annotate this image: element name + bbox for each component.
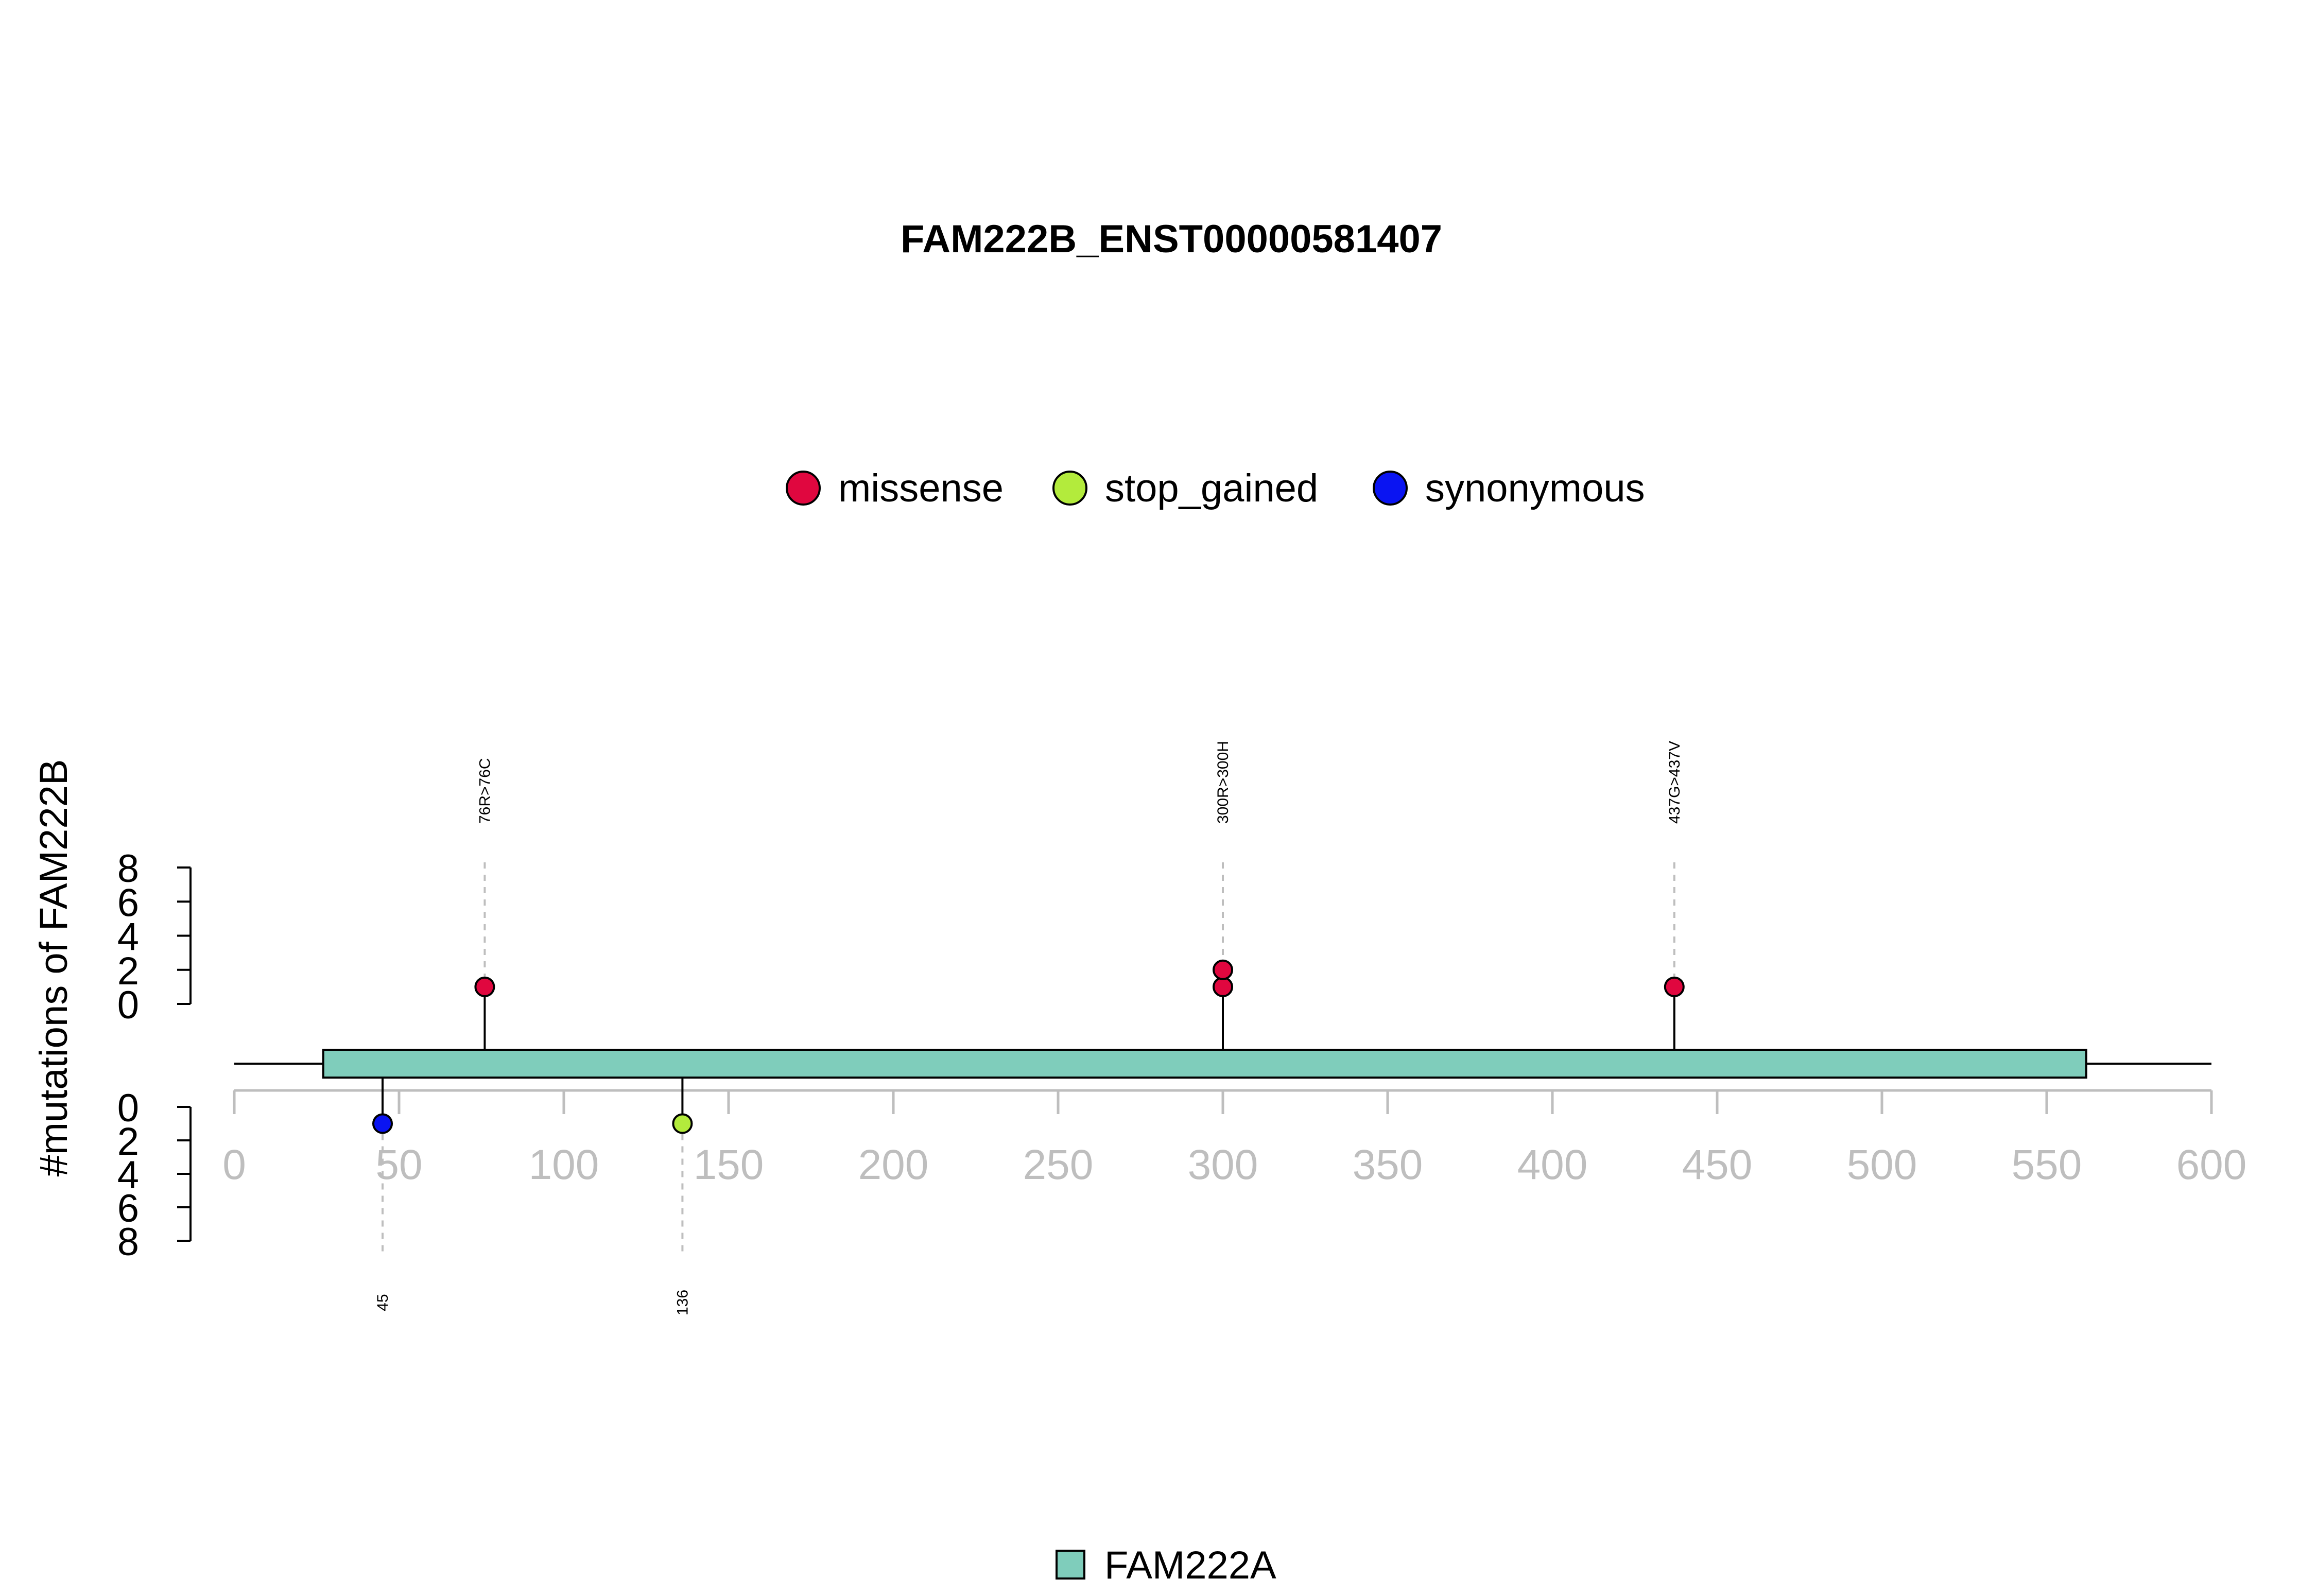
x-tick-label: 300	[1188, 1141, 1258, 1188]
lower-lollipops: 45 136	[374, 1064, 691, 1315]
lower-tick-label: 6	[117, 1187, 139, 1230]
mutation-marker-synonymous	[372, 1113, 393, 1134]
legend-label-missense: missense	[838, 466, 1004, 510]
x-tick-label: 200	[858, 1141, 929, 1188]
legend-label-synonymous: synonymous	[1425, 466, 1645, 510]
lower-tick-label: 2	[117, 1120, 139, 1164]
legend-swatch-FAM222A	[1056, 1550, 1085, 1580]
x-tick-label: 550	[2012, 1141, 2082, 1188]
x-tick-label: 350	[1353, 1141, 1423, 1188]
protein-position-axis: 0 50 100 150 200 250 300 350 400 450 500 550 600	[222, 1089, 2247, 1188]
x-tick-label: 450	[1682, 1141, 1753, 1188]
x-tick-label: 100	[529, 1141, 599, 1188]
mutation-label: 136	[674, 1290, 691, 1315]
domain-legend: FAM222A	[1056, 1543, 1276, 1587]
upper-tick-label: 8	[117, 847, 139, 891]
x-tick-label: 400	[1517, 1141, 1588, 1188]
mutation-marker-missense	[474, 976, 495, 997]
mutation-markers	[372, 959, 1685, 1134]
protein-backbone	[234, 1049, 2211, 1079]
x-tick-label: 500	[1847, 1141, 1917, 1188]
legend-label-FAM222A: FAM222A	[1104, 1543, 1276, 1587]
lower-tick-label: 0	[117, 1086, 139, 1130]
mutation-label: 300R>300H	[1215, 741, 1232, 824]
y-axis-label: #mutations of FAM222B	[32, 759, 76, 1176]
upper-tick-label: 0	[117, 983, 139, 1027]
legend-marker-missense	[786, 471, 821, 506]
legend-label-stop_gained: stop_gained	[1105, 466, 1318, 510]
mutation-marker-missense	[1664, 976, 1685, 997]
lower-tick-label: 8	[117, 1220, 139, 1264]
mutation-label: 76R>76C	[476, 758, 493, 824]
x-tick-label: 600	[2176, 1141, 2247, 1188]
chart-title: FAM222B_ENST00000581407	[901, 217, 1442, 261]
mutation-marker-missense	[1213, 976, 1233, 997]
mutation-type-legend: missense stop_gained synonymous	[786, 466, 1645, 510]
upper-tick-label: 6	[117, 881, 139, 925]
lower-tick-label: 4	[117, 1153, 139, 1197]
mutation-marker-stop_gained	[672, 1113, 693, 1134]
x-tick-label: 150	[694, 1141, 764, 1188]
upper-tick-label: 2	[117, 949, 139, 993]
legend-marker-stop_gained	[1052, 471, 1087, 506]
mutation-label: 45	[374, 1294, 391, 1311]
upper-tick-label: 4	[117, 915, 139, 959]
mutation-marker-missense	[1213, 959, 1233, 980]
x-tick-label: 250	[1023, 1141, 1094, 1188]
x-tick-label: 0	[222, 1141, 246, 1188]
upper-lollipops: 76R>76C 300R>300H 437G>437V	[476, 741, 1683, 1064]
mutation-label: 437G>437V	[1666, 741, 1683, 824]
domain-FAM222A	[322, 1049, 2087, 1079]
legend-marker-synonymous	[1373, 471, 1408, 506]
